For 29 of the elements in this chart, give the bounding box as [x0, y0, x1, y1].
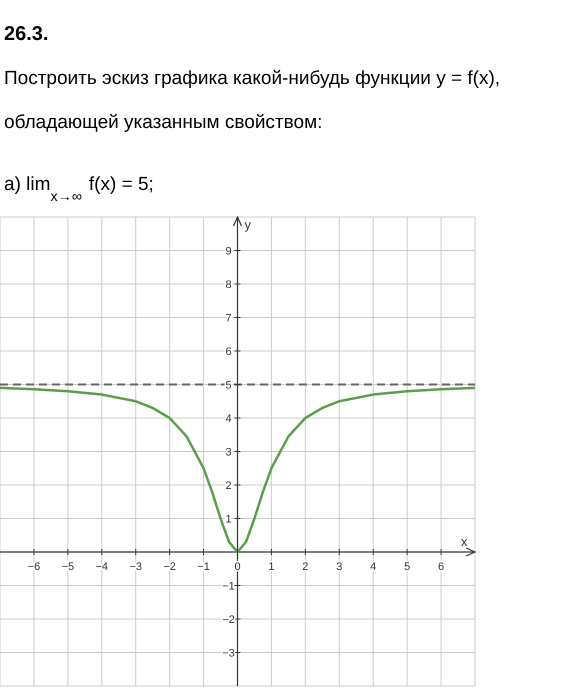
- x-tick-label: 6: [438, 561, 444, 573]
- y-tick-label: −1: [222, 580, 235, 592]
- x-tick-label: −2: [163, 561, 176, 573]
- x-tick-label: −5: [62, 561, 74, 573]
- x-tick-label: 1: [268, 561, 274, 573]
- x-tick-label: 5: [404, 561, 410, 573]
- y-tick-label: −2: [222, 614, 235, 626]
- x-tick-label: −1: [197, 561, 210, 573]
- x-tick-label: −4: [96, 561, 108, 573]
- x-tick-label: 4: [370, 561, 376, 573]
- text: а) lim$_{x→∞}$ f(x) = 5;: [4, 174, 154, 206]
- y-tick-label: 4: [225, 413, 232, 425]
- y-tick-label: −3: [222, 648, 235, 660]
- x-tick-label: −3: [129, 561, 142, 573]
- y-tick-label: 8: [225, 279, 232, 291]
- x-tick-label: 2: [302, 561, 308, 573]
- chart-title: 26.3.: [4, 23, 48, 45]
- y-tick-label: 3: [225, 446, 232, 458]
- x-tick-label: −6: [28, 561, 40, 573]
- y-tick-label: 2: [225, 480, 232, 492]
- x-axis-title: x: [461, 534, 468, 549]
- y-tick-label: 5: [225, 380, 232, 392]
- y-tick-label: 6: [225, 346, 232, 358]
- x-tick-label: 3: [336, 561, 342, 573]
- y-tick-label: 1: [225, 514, 232, 526]
- y-axis-title: y: [244, 217, 252, 232]
- y-tick-label: 9: [225, 246, 232, 258]
- text: Построить эскиз графика какой-нибудь функции y = f(x), обладающей указанным свойством:: [4, 68, 500, 133]
- y-tick-label: 7: [225, 312, 232, 324]
